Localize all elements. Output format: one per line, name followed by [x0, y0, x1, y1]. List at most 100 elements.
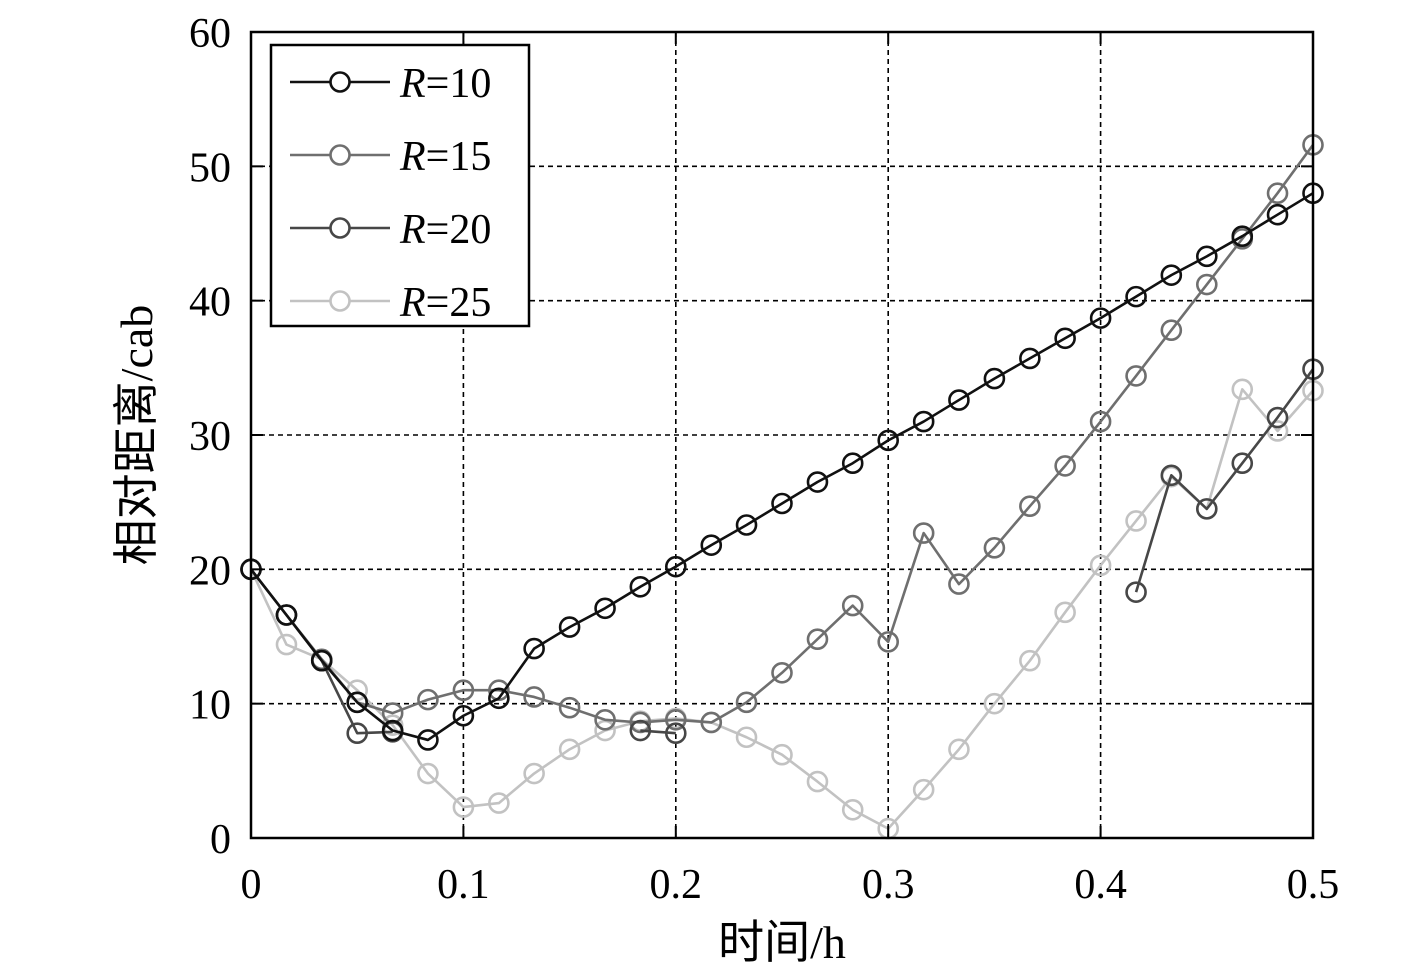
data-point [558, 738, 581, 761]
data-point [594, 708, 616, 731]
data-point [1160, 264, 1183, 286]
data-point [452, 704, 475, 727]
series-line [249, 144, 1315, 724]
data-point [1231, 378, 1254, 401]
data-point [452, 796, 475, 818]
data-point [1266, 182, 1289, 204]
data-point [983, 537, 1006, 559]
data-point [912, 522, 935, 544]
y-axis-label: 相对距离/cab [111, 305, 162, 566]
data-point [700, 711, 723, 734]
data-point [735, 514, 758, 536]
data-point [275, 604, 298, 626]
data-point [1054, 455, 1076, 477]
data-point [664, 708, 687, 731]
data-point [629, 719, 652, 742]
data-point [558, 616, 581, 638]
series-line [249, 388, 1314, 830]
data-point [629, 575, 652, 598]
data-point [735, 691, 758, 714]
data-point [452, 679, 475, 702]
y-tick-label: 60 [189, 11, 231, 57]
series-line [640, 729, 676, 735]
y-tick-label: 20 [189, 548, 231, 594]
data-point [346, 691, 369, 714]
data-point [523, 762, 545, 785]
data-point [1196, 498, 1218, 520]
data-point [877, 631, 900, 653]
data-point [1231, 452, 1254, 475]
data-point [381, 719, 404, 742]
data-point [1196, 245, 1218, 268]
data-point [841, 594, 864, 617]
data-point [771, 492, 793, 515]
data-point [1160, 319, 1183, 342]
y-tick-label: 40 [189, 280, 231, 326]
data-point [381, 714, 404, 736]
data-point [806, 471, 829, 493]
grid-lines [251, 32, 1313, 838]
data-point [346, 722, 369, 745]
data-point [1125, 285, 1147, 308]
legend-label: R=10 [399, 61, 491, 107]
data-point [1089, 410, 1112, 433]
legend-value: =20 [426, 207, 492, 253]
data-point [841, 798, 864, 821]
legend-label: R=15 [399, 134, 491, 180]
data-point [1054, 327, 1076, 350]
axis-ticks: 0 0.1 0.2 0.3 0.4 0.5 0 10 20 30 40 50 60 [189, 11, 1339, 908]
legend-marker [329, 290, 351, 312]
data-point [310, 649, 333, 672]
data-point [1125, 365, 1147, 387]
data-point [771, 661, 793, 684]
data-point [1019, 495, 1041, 517]
legend-marker [329, 144, 351, 166]
data-point [912, 778, 935, 801]
y-tick-label: 50 [189, 145, 231, 191]
legend-marker [329, 217, 351, 239]
legend-value: =25 [426, 280, 492, 326]
series-3 [240, 378, 1324, 840]
x-tick-label: 0.3 [862, 862, 915, 908]
data-point [488, 792, 510, 814]
data-point [417, 729, 439, 751]
data-point [275, 633, 298, 656]
x-tick-label: 0.4 [1074, 862, 1127, 908]
data-point [1266, 406, 1289, 429]
data-point [700, 534, 723, 556]
data-point [1160, 464, 1183, 487]
x-tick-label: 0.5 [1287, 862, 1340, 908]
data-point [771, 743, 793, 766]
data-point [912, 410, 935, 433]
y-tick-label: 30 [189, 414, 231, 460]
legend-variable: R [399, 134, 426, 180]
legend-value: =15 [426, 134, 492, 180]
x-tick-label: 0 [241, 862, 262, 908]
legend-variable: R [399, 207, 426, 253]
legend-variable: R [399, 280, 426, 326]
data-point [735, 726, 758, 749]
data-point [1019, 649, 1041, 672]
data-point [1125, 581, 1147, 603]
legend-value: =10 [426, 61, 492, 107]
data-point [1019, 347, 1041, 370]
data-point [1089, 554, 1112, 577]
legend-variable: R [399, 61, 426, 107]
legend-box [269, 43, 531, 328]
series-0 [240, 182, 1324, 751]
data-point [841, 452, 864, 475]
data-point [948, 389, 970, 411]
data-point [523, 686, 545, 708]
data-point [983, 367, 1006, 390]
data-point [417, 688, 439, 711]
data-point [983, 692, 1006, 715]
data-point [664, 722, 687, 745]
data-point [1125, 510, 1147, 532]
x-tick-label: 0.2 [650, 862, 703, 908]
series-line [249, 192, 1314, 742]
data-point [523, 637, 545, 660]
data-point [1196, 273, 1218, 296]
x-tick-label: 0.1 [437, 862, 490, 908]
